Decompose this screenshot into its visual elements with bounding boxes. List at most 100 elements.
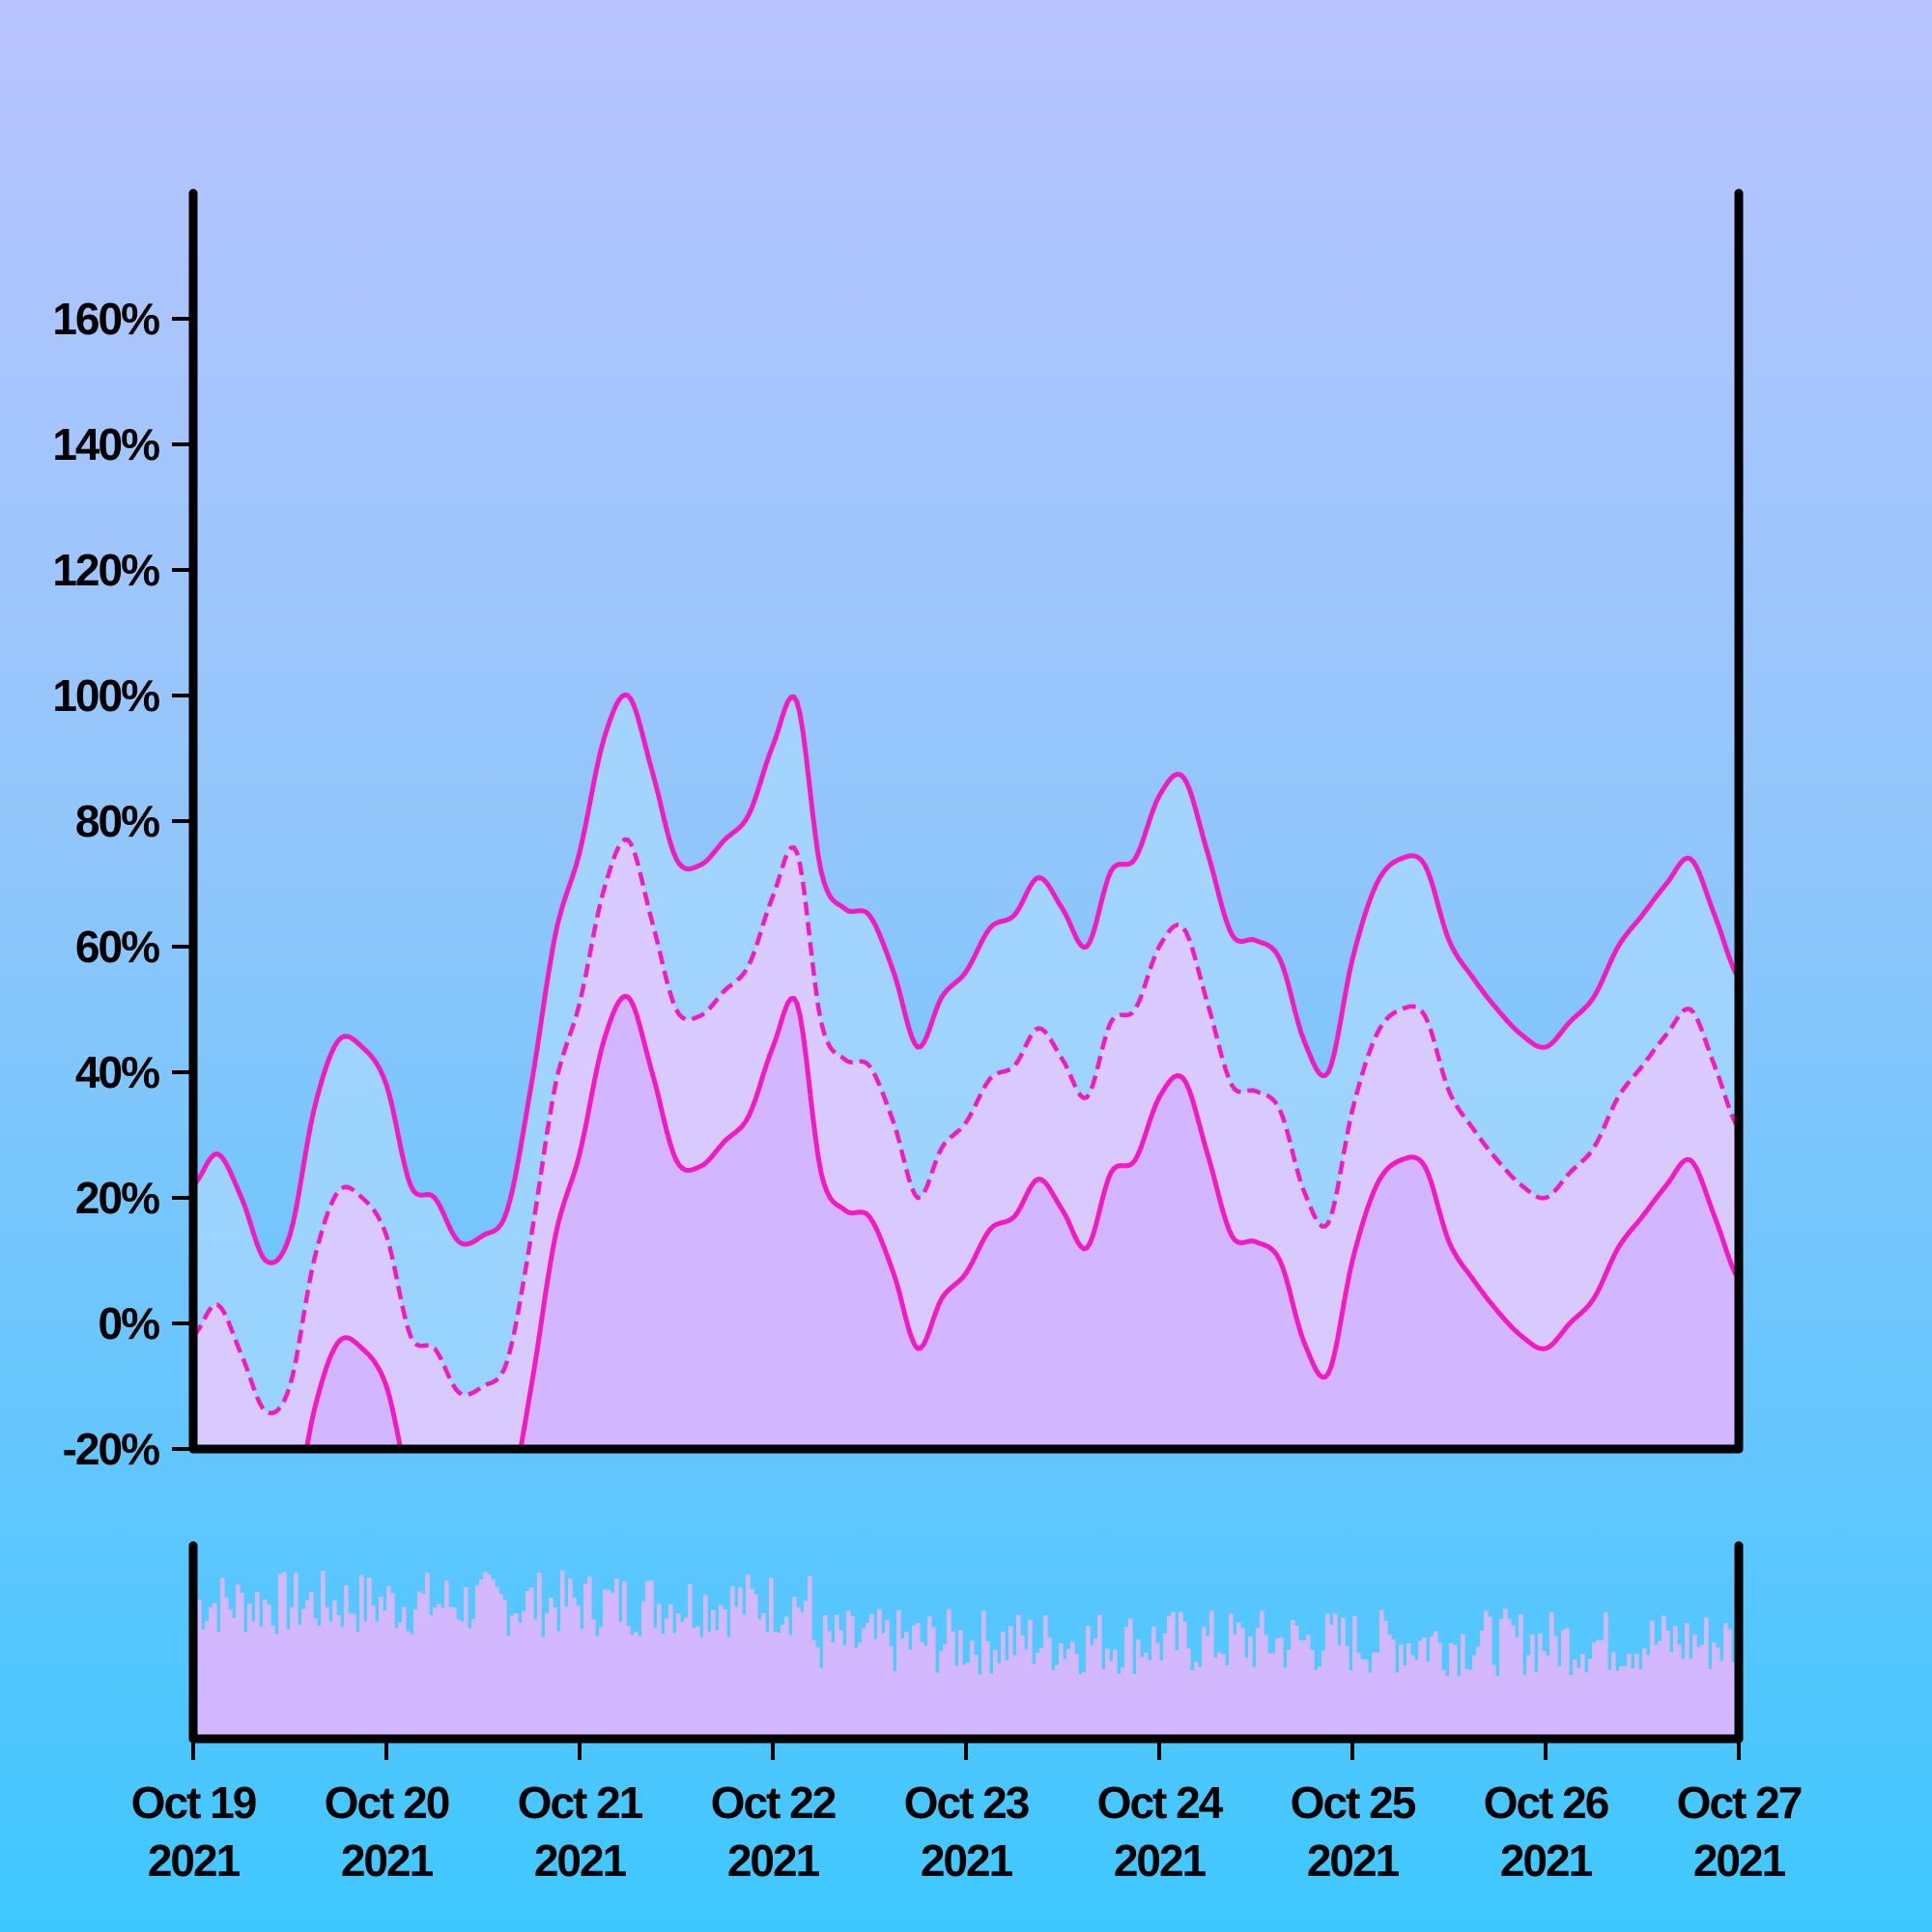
volume-bar: [730, 1586, 735, 1739]
volume-bar: [900, 1638, 905, 1739]
y-tick-label: 60%: [75, 922, 159, 972]
volume-bar: [309, 1592, 314, 1739]
volume-bar: [1673, 1626, 1678, 1739]
volume-bar: [533, 1619, 538, 1739]
volume-bar: [1658, 1640, 1662, 1739]
volume-bar: [205, 1620, 210, 1739]
volume-bar: [645, 1580, 650, 1739]
volume-bar: [1681, 1659, 1686, 1739]
volume-bar: [1546, 1656, 1550, 1739]
volume-bar: [726, 1636, 731, 1739]
volume-bar: [328, 1621, 333, 1739]
volume-bar: [383, 1609, 387, 1739]
volume-bar: [572, 1597, 577, 1739]
volume-bar: [1704, 1617, 1709, 1739]
volume-bar: [313, 1618, 318, 1739]
volume-bar: [634, 1632, 639, 1739]
x-tick-label-year: 2021: [1693, 1835, 1786, 1886]
x-tick-label-year: 2021: [341, 1835, 434, 1886]
volume-bar: [738, 1587, 743, 1739]
volume-bar: [1604, 1612, 1608, 1739]
volume-bar: [243, 1632, 248, 1739]
volume-bar: [769, 1577, 774, 1739]
volume-bar: [460, 1621, 465, 1739]
volume-bar: [1522, 1674, 1527, 1739]
volume-bar: [1209, 1610, 1214, 1739]
volume-bar: [989, 1673, 994, 1739]
volume-bar: [958, 1630, 963, 1739]
x-tick-label-date: Oct 21: [518, 1777, 643, 1828]
volume-bar: [301, 1608, 306, 1739]
volume-bar: [1557, 1666, 1562, 1739]
volume-bar: [506, 1635, 511, 1739]
volume-bar: [344, 1584, 349, 1739]
volume-bar: [939, 1651, 944, 1739]
y-tick-label: 120%: [52, 545, 159, 595]
volume-bar: [777, 1633, 781, 1739]
x-tick-label-date: Oct 26: [1484, 1777, 1608, 1828]
volume-bar: [1009, 1626, 1013, 1739]
volume-bar: [1511, 1625, 1516, 1739]
volume-bar: [723, 1609, 727, 1739]
volume-bar: [788, 1634, 793, 1739]
volume-bar: [1395, 1672, 1400, 1739]
x-tick-label-year: 2021: [1114, 1835, 1207, 1886]
volume-bar: [1352, 1615, 1357, 1739]
volume-bar: [869, 1614, 874, 1739]
volume-bar: [661, 1634, 666, 1739]
volume-bar: [1399, 1644, 1404, 1739]
volume-bar: [1221, 1654, 1226, 1739]
volume-bar: [1391, 1639, 1396, 1739]
volume-bar: [398, 1622, 403, 1739]
volume-bar: [1059, 1643, 1064, 1739]
y-tick-label: 0%: [99, 1298, 160, 1349]
volume-bar: [796, 1607, 801, 1739]
volume-bar: [1619, 1665, 1624, 1739]
volume-bar: [522, 1610, 526, 1739]
volume-bar: [1403, 1665, 1407, 1739]
volume-bar: [526, 1591, 530, 1739]
volume-bar: [611, 1592, 615, 1739]
upper-line: [193, 692, 1739, 1265]
volume-bar: [545, 1612, 550, 1739]
volume-bar: [1519, 1614, 1523, 1739]
volume-bar: [1526, 1655, 1531, 1739]
lower-line: [303, 993, 1739, 1449]
volume-bar: [518, 1622, 523, 1739]
y-tick-label: 160%: [52, 294, 159, 344]
volume-bar: [595, 1635, 600, 1739]
volume-bar: [1580, 1654, 1585, 1739]
volume-bar: [1167, 1615, 1172, 1739]
volume-bar: [1376, 1652, 1380, 1739]
volume-bar: [916, 1623, 921, 1739]
volume-bar: [676, 1613, 681, 1739]
volume-bar: [657, 1604, 662, 1739]
volume-bar: [1476, 1646, 1481, 1739]
volume-bar: [1530, 1634, 1535, 1739]
volume-bar: [537, 1573, 542, 1739]
volume-bar: [684, 1617, 689, 1739]
volume-bar: [433, 1607, 438, 1739]
volume-bar: [1669, 1652, 1674, 1739]
volume-bar: [1573, 1659, 1577, 1739]
volume-bar: [1337, 1645, 1342, 1739]
volume-bar: [1055, 1664, 1060, 1739]
volume-bar: [850, 1616, 855, 1739]
volume-bar: [1306, 1634, 1311, 1739]
volume-bar: [1043, 1615, 1048, 1739]
volume-bar: [1588, 1659, 1593, 1739]
volume-bar: [1240, 1628, 1245, 1739]
volume-bar: [827, 1631, 832, 1739]
volume-bar: [510, 1615, 515, 1739]
volume-bar: [240, 1593, 244, 1739]
volume-bar: [394, 1628, 399, 1739]
volume-bar: [1001, 1632, 1006, 1739]
volume-bar: [1063, 1659, 1067, 1739]
volume-bar: [224, 1597, 229, 1739]
volume-bar: [1291, 1620, 1295, 1739]
volume-bar: [1515, 1637, 1520, 1739]
volume-bar: [1179, 1611, 1183, 1739]
volume-bar: [715, 1630, 720, 1739]
volume-bar: [1028, 1619, 1033, 1739]
volume-bar: [236, 1584, 241, 1739]
